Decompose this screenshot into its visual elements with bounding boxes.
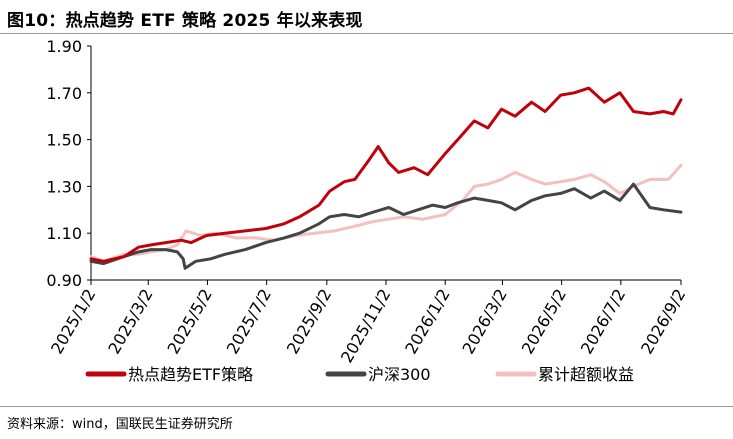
x-tick-label: 2025/7/2 [223,286,275,358]
source-note: 资料来源：wind，国联民生证券研究所 [7,417,233,432]
legend-label-3: 累计超额收益 [538,365,634,384]
y-tick-label: 1.90 [46,37,82,56]
y-tick-label: 1.70 [46,84,82,103]
chart-series [89,86,683,270]
bottom-divider [0,406,733,407]
chart-title: 图10：热点趋势 ETF 策略 2025 年以来表现 [7,11,363,31]
line-chart: 0.90 1.10 1.30 1.50 1.70 1.90 2025/1/2 2025/3/2… [46,37,689,384]
y-tick-label: 1.10 [46,224,82,243]
x-tick-label: 2026/5/2 [518,286,570,358]
series-line-1 [89,86,683,263]
y-tick-label: 1.30 [46,177,82,196]
x-tick-label: 2026/9/2 [637,286,689,358]
legend-label-1: 热点趋势ETF策略 [128,365,253,384]
series-line-2 [89,182,683,270]
x-tick-label: 2025/3/2 [104,286,156,358]
y-tick-label: 0.90 [46,271,82,290]
legend-label-2: 沪深300 [368,365,431,384]
x-tick-label: 2025/1/2 [47,286,99,358]
x-tick-label: 2026/7/2 [577,286,629,358]
title-bar: 图10：热点趋势 ETF 策略 2025 年以来表现 [0,0,733,34]
x-tick-label: 2026/3/2 [459,286,511,358]
x-tick-label: 2026/1/2 [401,286,453,358]
chart-legend: 热点趋势ETF策略 沪深300 累计超额收益 [85,365,634,384]
x-tick-label: 2025/9/2 [283,286,335,358]
y-tick-label: 1.50 [46,131,82,150]
x-tick-label: 2025/11/2 [337,286,394,367]
series-line-3 [89,163,683,263]
x-tick-label: 2025/5/2 [164,286,216,358]
chart-axes: 0.90 1.10 1.30 1.50 1.70 1.90 2025/1/2 2025/3/2… [46,37,689,366]
